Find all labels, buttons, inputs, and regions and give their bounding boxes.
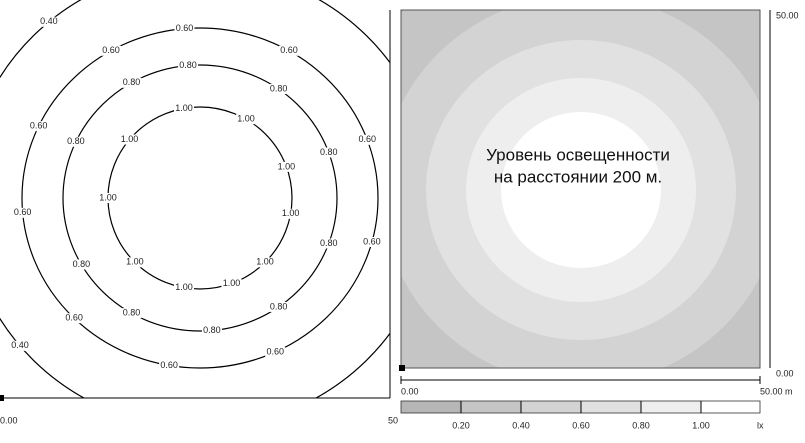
contour-label: 1.00: [99, 192, 117, 202]
contour-label: 0.80: [73, 259, 91, 269]
label-bg: [38, 16, 59, 27]
contour-label: 1.00: [256, 257, 274, 267]
label-bg: [65, 136, 86, 147]
label-bg: [268, 301, 289, 312]
legend: 0.20 0.40 0.60 0.80 1.00: [400, 400, 761, 430]
contour-label: 0.80: [203, 325, 221, 335]
label-bg: [121, 77, 142, 88]
contour-label: 1.00: [278, 161, 296, 171]
label-bg: [255, 257, 276, 268]
contour-label: 0.40: [11, 340, 29, 350]
contour-label: 0.40: [40, 16, 58, 26]
x-end-label: 50.00 m: [760, 386, 793, 396]
contour-label: 0.60: [102, 45, 120, 55]
contour-label: 0.60: [266, 346, 284, 356]
legend-tick-label: 0.20: [452, 420, 470, 430]
contour-label: 0.80: [123, 308, 141, 318]
legend-swatch: [400, 400, 462, 414]
contour-label: 1.00: [126, 257, 144, 267]
label-bg: [361, 236, 382, 247]
label-bg: [9, 340, 30, 351]
label-bg: [71, 259, 92, 270]
contour-label: 0.80: [179, 60, 197, 70]
contour-label: 0.80: [320, 147, 338, 157]
label-bg: [28, 121, 49, 132]
contour-label: 0.80: [123, 77, 141, 87]
contour-label: 1.00: [282, 208, 300, 218]
contour-label: 0.80: [270, 301, 288, 311]
origin-marker: [399, 365, 405, 371]
label-bg: [98, 193, 118, 203]
label-bg: [174, 23, 195, 34]
legend-swatch: [520, 400, 582, 414]
origin-marker: [0, 395, 4, 401]
label-bg: [124, 257, 145, 268]
contour-label: 0.60: [65, 313, 83, 323]
contour-label: 0.80: [320, 238, 338, 248]
label-bg: [12, 207, 33, 218]
shaded-panel: [401, 10, 760, 368]
x-end-label: 50: [388, 415, 398, 425]
shaded-frame: [400, 9, 761, 369]
legend-unit: lx: [757, 420, 764, 430]
label-bg: [159, 360, 180, 371]
x-start-label: 0.00: [401, 386, 419, 396]
label-bg: [119, 134, 140, 145]
label-bg: [318, 238, 339, 249]
label-bg: [265, 347, 286, 358]
shade-region: [501, 112, 661, 268]
label-bg: [178, 60, 199, 71]
label-bg: [174, 103, 195, 114]
x-start-label: 0.00: [0, 415, 18, 425]
contour-label: 0.80: [67, 136, 85, 146]
contour-label: 0.60: [358, 134, 376, 144]
legend-swatch: [460, 400, 522, 414]
contour-label: 0.80: [270, 83, 288, 93]
legend-swatch: [640, 400, 702, 414]
contour-line: [62, 64, 338, 332]
legend-swatch: [700, 400, 761, 414]
legend-tick-label: 0.80: [632, 420, 650, 430]
label-bg: [121, 308, 142, 319]
contour-panel: 0.40 0.40 0.60 0.60 0.60 0.60 0.60 0.60 0.60 0.60…: [0, 0, 390, 398]
label-bg: [221, 278, 242, 289]
legend-tick-label: 0.40: [512, 420, 530, 430]
legend-swatch: [580, 400, 642, 414]
label-bg: [64, 313, 85, 324]
plot-title: на расстоянии 200 м.: [494, 167, 662, 186]
label-bg: [236, 114, 256, 125]
y-bottom-label: 0.00: [776, 368, 794, 378]
plot-title: Уровень освещенности: [486, 145, 670, 164]
contour-label: 1.00: [121, 134, 139, 144]
label-bg: [201, 325, 222, 336]
contour-label: 0.60: [363, 236, 381, 246]
contour-label: 0.60: [160, 360, 178, 370]
contour-label: 1.00: [237, 114, 255, 124]
contour-label: 0.60: [280, 45, 298, 55]
contour-label: 0.60: [30, 121, 48, 131]
contour-line: [21, 27, 379, 369]
label-bg: [279, 45, 299, 56]
label-bg: [280, 208, 301, 219]
label-bg: [101, 45, 121, 56]
contour-label: 1.00: [223, 278, 241, 288]
contour-label: 1.00: [175, 282, 193, 292]
label-bg: [268, 84, 289, 95]
label-bg: [276, 161, 297, 172]
y-top-label: 50.00: [776, 10, 799, 20]
contour-label: 0.60: [176, 23, 194, 33]
contour-label: 0.60: [14, 207, 32, 217]
label-bg: [318, 147, 339, 158]
legend-tick-label: 1.00: [692, 420, 710, 430]
legend-tick-label: 0.60: [572, 420, 590, 430]
label-bg: [174, 282, 195, 293]
label-bg: [357, 134, 378, 145]
contour-label: 1.00: [175, 103, 193, 113]
